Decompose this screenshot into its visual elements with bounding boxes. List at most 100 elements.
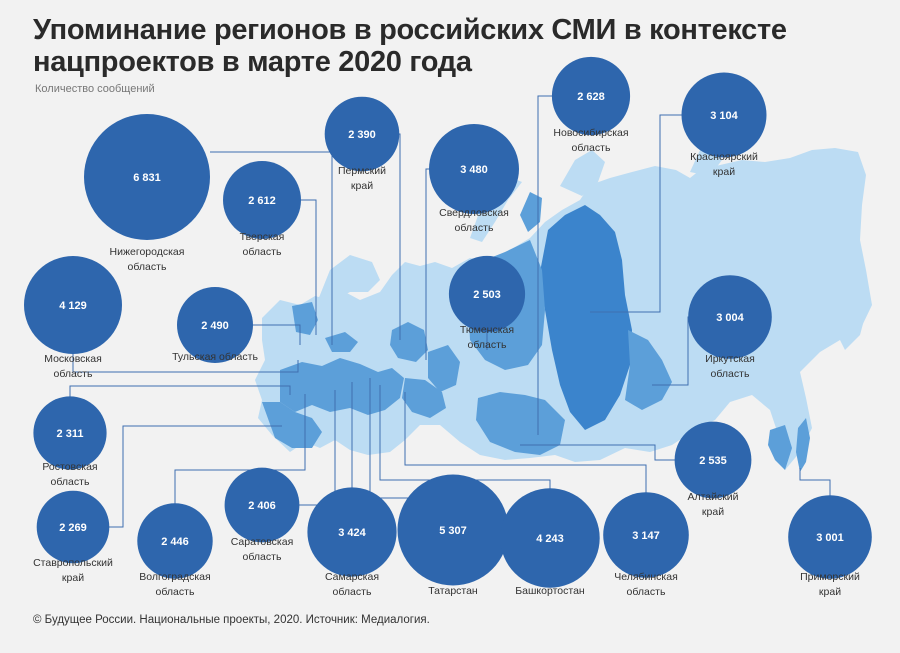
- region-name-label: край: [819, 586, 841, 598]
- region-bubble-group: 2 269 Ставропольский край: [33, 490, 113, 584]
- bubble-value-label: 3 004: [716, 312, 744, 324]
- bubble-value-label: 3 480: [460, 164, 488, 176]
- region-bubble-group: 2 446 Волгоградская область: [137, 503, 213, 598]
- leader-line: [240, 324, 301, 345]
- region-bubble-group: 3 480 Свердловская область: [429, 124, 519, 234]
- region-name-label: область: [627, 586, 666, 598]
- region-bubble: [603, 492, 689, 578]
- region-bubble-group: 3 424 Самарская область: [307, 487, 397, 598]
- bubble-value-label: 5 307: [439, 525, 467, 537]
- region-name-label: Приморский: [800, 571, 860, 583]
- map-irkutsk-region: [625, 330, 672, 410]
- region-bubble: [36, 490, 110, 564]
- bubble-value-label: 6 831: [133, 172, 161, 184]
- region-bubble: [674, 421, 752, 499]
- chart-subtitle: Количество сообщений: [35, 83, 155, 95]
- region-name-label: Тюменская: [460, 324, 514, 336]
- region-name-label: Волгоградская: [139, 571, 210, 583]
- chart-title-line-1: Упоминание регионов в российских СМИ в к…: [33, 14, 787, 46]
- region-bubble-group: 5 307 Татарстан: [397, 474, 509, 597]
- leader-line: [69, 385, 291, 408]
- region-bubble: [397, 474, 509, 586]
- leader-line: [799, 468, 831, 510]
- bubble-value-label: 4 243: [536, 533, 564, 545]
- bubble-value-label: 3 147: [632, 530, 660, 542]
- bubble-value-label: 3 104: [710, 110, 738, 122]
- bubble-value-label: 2 390: [348, 129, 376, 141]
- region-bubble-group: 3 001 Приморский край: [788, 495, 872, 598]
- region-bubble-group: 3 004 Иркутская область: [688, 275, 772, 380]
- map-primorye: [768, 425, 792, 470]
- region-name-label: Красноярский: [690, 151, 758, 163]
- region-bubble-group: 2 535 Алтайский край: [674, 421, 752, 518]
- region-name-label: Нижегородская: [110, 246, 185, 258]
- leader-line: [520, 444, 688, 461]
- region-name-label: Тульская область: [172, 351, 258, 363]
- region-bubble-group: 2 612 Тверская область: [223, 161, 301, 258]
- region-name-label: Пермский: [338, 165, 386, 177]
- source-note: © Будущее России. Национальные проекты, …: [33, 614, 430, 626]
- region-bubble: [33, 396, 107, 470]
- region-bubble-group: 2 628 Новосибирская область: [551, 56, 631, 154]
- region-name-label: область: [156, 586, 195, 598]
- region-bubble: [324, 96, 400, 172]
- region-bubble-group: 4 243 Башкортостан: [500, 488, 600, 597]
- region-bubble: [307, 487, 397, 577]
- region-name-label: область: [468, 339, 507, 351]
- map-taimyr: [560, 150, 605, 196]
- chart-title-line-2: нацпроектов в марте 2020 года: [33, 46, 472, 78]
- region-name-label: Тверская: [240, 231, 285, 243]
- bubble-value-label: 2 269: [59, 522, 87, 534]
- region-bubble: [429, 124, 519, 214]
- map-urals-south: [402, 378, 446, 418]
- leader-line: [72, 340, 299, 373]
- bubble-value-label: 2 446: [161, 536, 189, 548]
- leader-line: [404, 392, 647, 508]
- region-bubble: [223, 161, 301, 239]
- bubble-value-label: 2 612: [248, 195, 276, 207]
- region-bubble: [84, 114, 210, 240]
- region-bubble: [788, 495, 872, 579]
- region-name-label: край: [62, 572, 84, 584]
- region-name-label: область: [572, 142, 611, 154]
- region-name-label: край: [351, 180, 373, 192]
- region-bubble: [688, 275, 772, 359]
- region-name-label: Алтайский: [687, 491, 738, 503]
- region-bubble-group: 2 406 Саратовская область: [224, 467, 300, 563]
- region-name-label: Челябинская: [614, 571, 678, 583]
- map-south-russia: [262, 402, 322, 448]
- region-name-label: край: [702, 506, 724, 518]
- region-name-label: область: [128, 261, 167, 273]
- leader-line: [590, 114, 698, 313]
- bubble-value-label: 4 129: [59, 300, 87, 312]
- bubbles: 6 831 Нижегородская область 2 612 Тверская об…: [24, 56, 872, 598]
- region-name-label: Саратовская: [231, 536, 294, 548]
- region-name-label: Ростовская: [42, 461, 97, 473]
- region-name-label: край: [713, 166, 735, 178]
- bubble-value-label: 2 406: [248, 500, 276, 512]
- bubble-value-label: 2 311: [57, 428, 84, 440]
- region-bubble: [24, 256, 122, 354]
- region-bubble: [681, 72, 767, 158]
- region-bubble-group: 2 490 Тульская область: [172, 287, 258, 363]
- region-name-label: Татарстан: [428, 585, 478, 597]
- russia-map: [255, 142, 872, 472]
- region-bubble: [224, 467, 300, 543]
- region-name-label: область: [54, 368, 93, 380]
- bubble-value-label: 2 628: [577, 91, 605, 103]
- map-sakhalin: [796, 418, 810, 472]
- map-central-russia: [280, 358, 404, 415]
- map-yamal: [520, 192, 542, 232]
- bubble-value-label: 2 535: [699, 455, 727, 467]
- map-northwest: [292, 302, 318, 335]
- leader-line: [174, 394, 306, 515]
- chart-title: Упоминание регионов в российских СМИ в к…: [33, 14, 787, 78]
- region-name-label: область: [243, 246, 282, 258]
- map-south-siberia: [476, 392, 565, 455]
- region-bubble-group: 2 311 Ростовская область: [33, 396, 107, 488]
- map-krasnoyarsk-region: [540, 205, 632, 430]
- region-name-label: Новосибирская: [553, 127, 628, 139]
- region-name-label: Иркутская: [705, 353, 755, 365]
- region-bubble-group: 2 390 Пермский край: [324, 96, 400, 192]
